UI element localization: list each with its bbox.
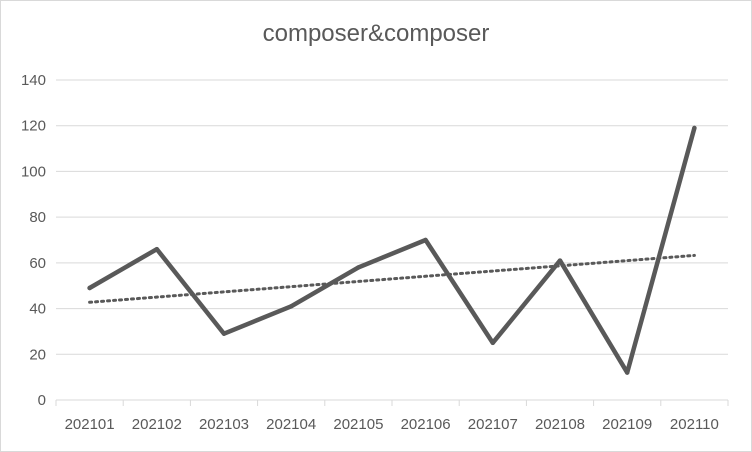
gridlines [55,79,729,406]
x-tick-label: 202103 [199,416,249,433]
data-point [221,331,227,336]
x-tick-labels: 202101 202102 202103 202104 202105 202106 2021… [65,416,719,433]
series-line-0 [87,125,697,375]
data-point [557,258,563,263]
x-tick-label: 202106 [401,416,451,433]
series-group [87,125,697,375]
y-tick-labels: 0 20 40 60 80 100 120 140 [21,72,46,409]
y-tick-label: 0 [38,392,46,409]
y-tick-label: 100 [21,163,46,180]
x-tick-label: 202109 [602,416,652,433]
y-tick-label: 60 [29,255,46,272]
data-point [490,340,495,346]
y-tick-label: 40 [29,301,46,318]
data-point [423,237,428,243]
data-point [356,265,361,270]
chart-title: composer&composer [262,20,490,47]
x-tick-label: 202101 [65,416,115,433]
x-tick-label: 202107 [468,416,518,433]
data-point [289,304,294,309]
x-tick-label: 202108 [535,416,585,433]
x-tick-label: 202104 [266,416,316,433]
data-point [692,125,697,131]
data-point [154,246,159,252]
x-tick-label: 202102 [132,416,182,433]
y-tick-label: 120 [21,118,46,135]
y-tick-label: 20 [29,346,46,363]
y-tick-label: 80 [29,209,46,226]
x-tick-label: 202105 [333,416,383,433]
y-tick-label: 140 [21,72,46,89]
x-tick-label: 202110 [670,416,719,433]
data-point [625,370,630,375]
data-point [87,285,92,291]
